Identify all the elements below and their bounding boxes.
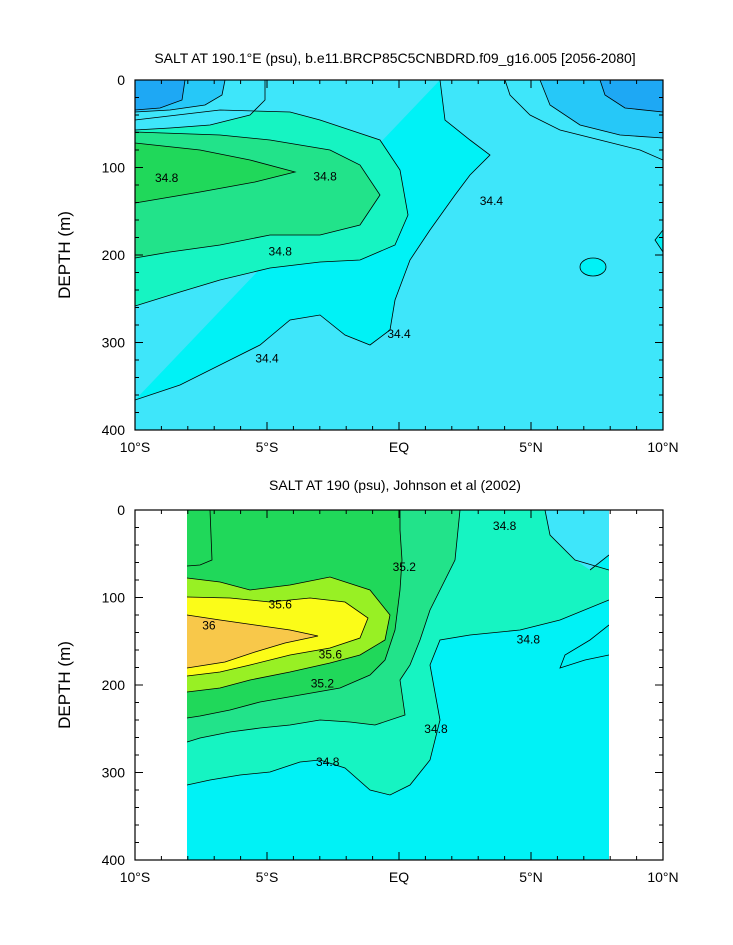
x-tick-label: 10°N [647, 869, 678, 885]
y-tick-label: 200 [102, 677, 126, 693]
x-tick-label: 5°S [256, 869, 279, 885]
fill-surface-right-c [600, 80, 663, 112]
contour-label: 35.6 [269, 598, 293, 612]
x-tick-label: 10°N [647, 439, 678, 455]
panel-model: SALT AT 190.1°E (psu), b.e11.BRCP85C5CNB… [55, 50, 679, 455]
contour-label: 34.8 [424, 722, 448, 736]
contour-label: 34.8 [316, 755, 340, 769]
contour-label: 34.8 [517, 633, 541, 647]
fill-35-2 [135, 143, 295, 203]
panel-1-y-tick-labels: 0 100 200 300 400 [102, 72, 126, 438]
fill-blob [580, 258, 606, 276]
contour-label: 35.2 [311, 676, 335, 690]
contour-label: 34.8 [493, 519, 517, 533]
panel-2-y-axis-label: DEPTH (m) [55, 641, 74, 729]
panel-1-x-tick-labels: 10°S 5°S EQ 5°N 10°N [120, 439, 679, 455]
panel-observed: SALT AT 190 (psu), Johnson et al (2002) [55, 477, 679, 885]
y-tick-label: 0 [117, 72, 125, 88]
contour-label: 34.8 [313, 169, 337, 183]
contour-label: 34.8 [155, 171, 179, 185]
x-tick-label: EQ [389, 869, 409, 885]
contour-label: 35.6 [319, 647, 343, 661]
y-tick-label: 400 [102, 852, 126, 868]
panel-2-title: SALT AT 190 (psu), Johnson et al (2002) [269, 477, 521, 493]
panel-1-contour-labels: 34.8 34.8 34.8 34.4 34.4 34.4 [155, 169, 504, 365]
contour-label: 36 [202, 619, 216, 633]
panel-1-y-axis-label: DEPTH (m) [55, 211, 74, 299]
panel-2-ticks [134, 509, 664, 861]
panel-1-contour-fill [135, 80, 663, 430]
contour-label: 34.4 [387, 327, 411, 341]
x-tick-label: 5°N [519, 869, 543, 885]
panel-1-ticks [134, 79, 664, 431]
panel-2-contour-labels: 34.8 35.2 35.6 36 35.6 35.2 34.8 34.8 34.8 [202, 519, 541, 769]
y-tick-label: 100 [102, 590, 126, 606]
x-tick-label: 5°S [256, 439, 279, 455]
x-tick-label: 5°N [519, 439, 543, 455]
panel-2-x-tick-labels: 10°S 5°S EQ 5°N 10°N [120, 869, 679, 885]
y-tick-label: 200 [102, 247, 126, 263]
x-tick-label: 10°S [120, 439, 151, 455]
contour-label: 34.4 [480, 194, 504, 208]
panel-2-contour-lines [187, 510, 609, 796]
contour-label: 34.8 [269, 245, 293, 259]
fill-edge-blob [655, 230, 663, 252]
y-tick-label: 0 [117, 502, 125, 518]
panel-2-y-tick-labels: 0 100 200 300 400 [102, 502, 126, 868]
panel-1-title: SALT AT 190.1°E (psu), b.e11.BRCP85C5CNB… [154, 50, 635, 66]
y-tick-label: 100 [102, 160, 126, 176]
y-tick-label: 300 [102, 335, 126, 351]
fill-34-6 [135, 80, 663, 400]
y-tick-label: 400 [102, 422, 126, 438]
x-tick-label: 10°S [120, 869, 151, 885]
panel-1-contour-lines [135, 80, 663, 401]
x-tick-label: EQ [389, 439, 409, 455]
y-tick-label: 300 [102, 765, 126, 781]
fill-34-6b-topright [545, 510, 609, 570]
fill-surface-left-c [135, 80, 185, 110]
panel-2-contour-fill [187, 510, 609, 860]
fill-36-0b [187, 615, 318, 668]
contour-label: 34.4 [255, 351, 279, 365]
contour-label: 35.2 [393, 560, 417, 574]
